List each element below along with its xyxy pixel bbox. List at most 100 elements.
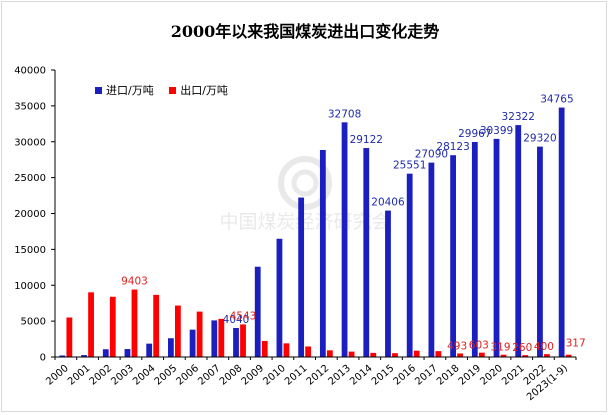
- x-tick-label: 2021: [500, 363, 527, 388]
- data-label-export-2008: 4543: [230, 310, 257, 322]
- x-tick-label: 2007: [196, 363, 223, 388]
- bar-import-2013: [341, 122, 348, 357]
- data-label-export-2018: 493: [447, 340, 467, 352]
- y-tick-label: 10000: [14, 281, 46, 292]
- bar-import-2016: [406, 173, 413, 357]
- bar-export-2007: [218, 318, 225, 357]
- x-tick-label: 2006: [174, 363, 201, 388]
- bar-export-2009: [261, 340, 268, 357]
- bar-import-2019: [471, 141, 478, 357]
- bar-import-2015: [385, 210, 391, 357]
- bar-export-2008: [240, 324, 246, 357]
- bar-import-2009: [254, 266, 261, 357]
- data-label-import-2023(1-9): 34765: [540, 94, 573, 106]
- bar-import-2020: [493, 138, 500, 357]
- chart-title: 2000年以来我国煤炭进出口变化走势: [170, 22, 440, 41]
- bar-export-2014: [370, 352, 377, 357]
- bar-import-2022: [537, 146, 543, 357]
- bar-import-2001: [81, 355, 87, 357]
- bar-export-2016: [413, 350, 420, 357]
- bar-import-2008: [233, 328, 239, 357]
- bar-import-2023(1-9): [558, 107, 565, 357]
- bar-export-2000: [66, 317, 73, 357]
- x-tick-label: 2013: [326, 363, 353, 388]
- legend-swatch-export: [169, 86, 177, 94]
- x-tick-label: 2001: [66, 363, 93, 388]
- legend-label-export: 出口/万吨: [180, 84, 228, 97]
- bar-import-2006: [189, 329, 196, 357]
- y-tick-label: 0: [40, 353, 46, 364]
- data-label-export-2003: 9403: [121, 276, 148, 288]
- x-tick-label: 2009: [240, 363, 267, 388]
- y-tick-label: 5000: [21, 317, 46, 328]
- y-tick-label: 30000: [14, 137, 46, 148]
- data-label-import-2022: 29320: [523, 133, 556, 145]
- bar-import-2018: [450, 155, 457, 357]
- bar-export-2004: [153, 294, 160, 357]
- bar-import-2012: [319, 149, 326, 357]
- bar-import-2003: [124, 349, 131, 357]
- watermark-logo: 中国煤炭经济研究会: [219, 156, 391, 233]
- data-label-import-2016: 25551: [393, 160, 426, 172]
- data-label-import-2020: 30399: [480, 125, 513, 137]
- bar-export-2023(1-9): [565, 354, 572, 357]
- bar-import-2017: [428, 162, 435, 357]
- data-label-import-2021: 32322: [502, 111, 535, 123]
- x-tick-label: 2008: [218, 363, 245, 388]
- x-tick-label: 2000: [44, 363, 71, 388]
- x-tick-label: 2017: [413, 363, 440, 388]
- data-label-import-2018: 28123: [436, 141, 469, 153]
- y-tick-label: 35000: [14, 101, 46, 112]
- bar-export-2011: [305, 346, 312, 357]
- x-tick-label: 2002: [88, 363, 115, 388]
- chart-legend: 进口/万吨 出口/万吨: [95, 82, 240, 98]
- watermark-text: 中国煤炭经济研究会: [219, 211, 390, 233]
- bar-export-2001: [88, 292, 94, 357]
- data-label-import-2015: 20406: [371, 197, 405, 209]
- y-tick-label: 15000: [14, 245, 46, 256]
- legend-swatch-import: [95, 86, 102, 94]
- bar-import-2005: [167, 338, 174, 357]
- bar-export-2017: [435, 351, 442, 357]
- legend-item-import: 进口/万吨: [95, 82, 154, 98]
- x-tick-label: 2005: [153, 363, 180, 388]
- bar-import-2021: [515, 125, 522, 357]
- bar-export-2003: [131, 289, 138, 357]
- data-label-import-2019: 29967: [458, 128, 491, 140]
- x-tick-label: 2016: [392, 363, 419, 388]
- y-tick-label: 40000: [14, 66, 46, 77]
- y-tick-label: 25000: [14, 173, 46, 184]
- bar-import-2004: [146, 343, 153, 357]
- bar-export-2006: [196, 311, 203, 357]
- bar-export-2018: [457, 353, 464, 357]
- x-tick-label: 2003: [109, 363, 136, 388]
- bar-export-2022: [544, 354, 550, 357]
- x-tick-label: 2020: [478, 363, 505, 388]
- x-tick-label: 2010: [261, 363, 288, 388]
- x-tick-label: 2004: [131, 363, 158, 388]
- bar-import-2010: [276, 238, 283, 357]
- data-label-export-2019: 603: [469, 340, 489, 352]
- x-tick-label: 2018: [435, 363, 462, 388]
- bar-export-2012: [326, 350, 333, 357]
- x-tick-label: 2011: [283, 363, 310, 388]
- data-label-import-2014: 29122: [350, 134, 383, 146]
- bar-import-2007: [211, 320, 218, 357]
- legend-item-export: 出口/万吨: [169, 82, 228, 98]
- bar-export-2013: [348, 351, 355, 357]
- data-label-export-2020: 319: [490, 342, 510, 354]
- bar-export-2010: [283, 343, 290, 357]
- bar-export-2002: [109, 296, 116, 357]
- bar-import-2014: [363, 148, 370, 357]
- data-label-export-2022: 400: [534, 341, 554, 353]
- bar-export-2021: [522, 355, 529, 357]
- y-tick-label: 20000: [14, 209, 46, 220]
- legend-label-import: 进口/万吨: [106, 84, 154, 97]
- bar-import-2000: [59, 355, 66, 357]
- data-label-import-2013: 32708: [328, 108, 361, 120]
- x-tick-label: 2019: [457, 363, 484, 388]
- data-label-export-2021: 260: [512, 342, 532, 354]
- x-tick-label: 2015: [370, 363, 397, 388]
- data-label-import-2008: 4040: [223, 314, 250, 326]
